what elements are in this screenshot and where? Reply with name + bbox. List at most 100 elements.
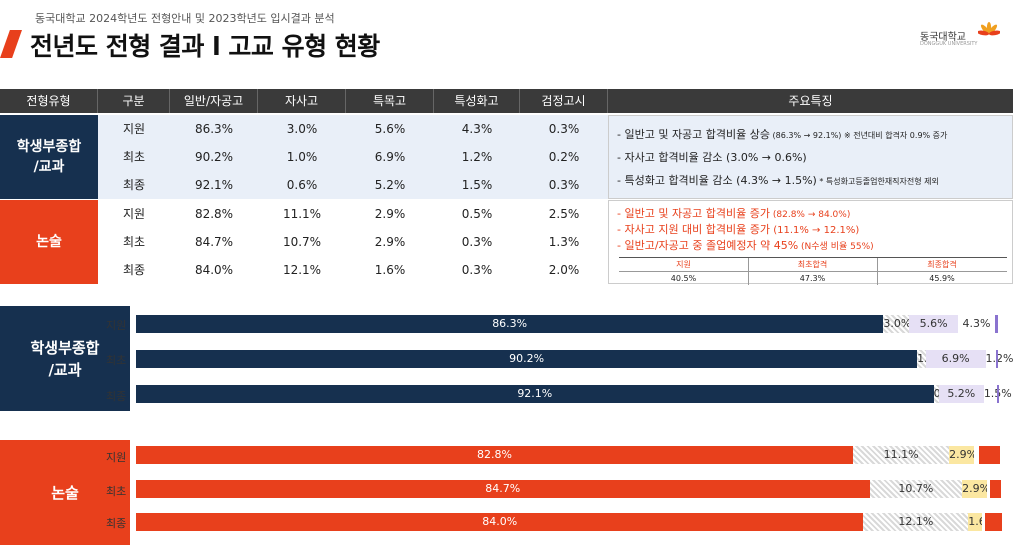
feature-line: - 일반고/자공고 중 졸업예정자 약 45% (N수생 비율 55%)	[617, 237, 874, 253]
feature-line: - 특성화고 합격비율 감소 (4.3% → 1.5%) * 특성화고등졸업한재…	[617, 172, 939, 188]
table-cell: 0.3%	[461, 235, 493, 249]
bar-segment	[987, 480, 990, 498]
table-cell: 84.0%	[194, 263, 234, 277]
feature-note: (86.3% → 92.1%) ※ 전년대비 합격자 0.9% 증가	[770, 131, 948, 140]
table-header-row: 전형유형 구분 일반/자공고 자사고 특목고 특성화고 검정고시 주요특징	[0, 89, 1013, 113]
row-label: 지원	[122, 122, 146, 136]
bar-segment	[984, 513, 1002, 531]
bar-segment: 90.2%	[136, 350, 918, 368]
table-cell: 3.0%	[286, 122, 318, 136]
table-cell: 82.8%	[194, 207, 234, 221]
features-panel-essay: - 일반고 및 자공고 합격비율 증가 (82.8% → 84.0%) - 자사…	[608, 200, 1013, 285]
title-accent-mark	[0, 30, 22, 58]
bar-segment: 92.1%	[136, 385, 934, 403]
bar-segment: 86.3%	[136, 315, 884, 333]
table-cell: 92.1%	[194, 178, 234, 192]
table-cell: 1.3%	[548, 235, 580, 249]
lotus-logo-icon	[978, 22, 1000, 36]
table-cell: 86.3%	[194, 122, 234, 136]
table-cell: 5.6%	[374, 122, 406, 136]
features-panel-comprehensive: - 일반고 및 자공고 합격비율 상승 (86.3% → 92.1%) ※ 전년…	[608, 115, 1013, 199]
th-special-purpose: 특목고	[346, 89, 434, 113]
table-row: 지원 82.8% 11.1% 2.9% 0.5% 2.5%	[98, 200, 608, 228]
bar-segment: 6.9%	[925, 350, 986, 368]
bar-row-label: 최종	[106, 517, 127, 530]
row-label: 지원	[122, 207, 146, 221]
bar-segment	[995, 315, 998, 333]
bar-segment: 5.2%	[938, 385, 984, 403]
table-cell: 12.1%	[282, 263, 322, 277]
row-label: 최종	[122, 178, 146, 192]
th-general: 일반/자공고	[170, 89, 258, 113]
bar-segment	[974, 446, 979, 464]
mini-td: 47.3%	[748, 272, 878, 285]
table-cell: 5.2%	[374, 178, 406, 192]
university-logo: 동국대학교 DONGGUK UNIVERSITY	[920, 22, 1000, 48]
feature-line: - 일반고 및 자공고 합격비율 증가 (82.8% → 84.0%)	[617, 205, 850, 221]
feature-note: (11.1% → 12.1%)	[770, 225, 860, 236]
row-label: 최종	[122, 263, 146, 277]
table-cell: 1.5%	[461, 178, 493, 192]
th-vocational: 특성화고	[434, 89, 520, 113]
table-cell: 0.3%	[548, 122, 580, 136]
feature-text: - 특성화고 합격비율 감소 (4.3% → 1.5%)	[617, 174, 817, 187]
bar-segment: 12.1%	[863, 513, 969, 531]
logo-text: 동국대학교	[920, 32, 966, 43]
group-label-essay: 논술	[0, 200, 98, 284]
feature-line: - 자사고 합격비율 감소 (3.0% → 0.6%)	[617, 149, 807, 165]
table-cell: 84.7%	[194, 235, 234, 249]
bar-segment: 84.7%	[136, 480, 870, 498]
feature-line: - 일반고 및 자공고 합격비율 상승 (86.3% → 92.1%) ※ 전년…	[617, 126, 947, 142]
bar-segment	[978, 446, 1001, 464]
graduate-ratio-table: 지원 최초합격 최종합격 40.5% 47.3% 45.9%	[619, 257, 1007, 285]
bar-segment: 10.7%	[869, 480, 963, 498]
th-ged: 검정고시	[520, 89, 608, 113]
mini-th: 지원	[619, 258, 749, 272]
bar-segment: 3.0%	[883, 315, 911, 333]
th-autonomous-private: 자사고	[258, 89, 346, 113]
table-cell: 2.9%	[374, 207, 406, 221]
feature-text: - 일반고 및 자공고 합격비율 증가	[617, 207, 771, 220]
feature-text: - 일반고 및 자공고 합격비율 상승	[617, 128, 771, 141]
group-1-band	[98, 115, 608, 199]
table-cell: 1.6%	[374, 263, 406, 277]
feature-note: * 특성화고등졸업한재직자전형 제외	[816, 177, 939, 186]
table-cell: 0.2%	[548, 150, 580, 164]
table-cell: 0.3%	[461, 263, 493, 277]
table-cell: 2.9%	[374, 235, 406, 249]
table-row: 최종 92.1% 0.6% 5.2% 1.5% 0.3%	[98, 171, 608, 199]
bar-row-label: 최초	[106, 485, 127, 498]
bar-segment: 4.3%	[957, 315, 996, 333]
table-row: 최종 84.0% 12.1% 1.6% 0.3% 2.0%	[98, 256, 608, 284]
bar-segment: 11.1%	[853, 446, 950, 464]
table-cell: 0.5%	[461, 207, 493, 221]
table-row: 최초 84.7% 10.7% 2.9% 0.3% 1.3%	[98, 228, 608, 256]
bar-row-label: 지원	[106, 319, 127, 332]
th-category: 구분	[98, 89, 170, 113]
table-cell: 4.3%	[461, 122, 493, 136]
mini-th: 최종합격	[877, 258, 1007, 272]
bar-segment	[982, 513, 985, 531]
page-title: 전년도 전형 결과 l 고교 유형 현황	[30, 32, 380, 61]
bar-row-label: 지원	[106, 451, 127, 464]
table-cell: 10.7%	[282, 235, 322, 249]
table-cell: 0.6%	[286, 178, 318, 192]
bar-segment	[996, 385, 1000, 403]
table-cell: 0.3%	[548, 178, 580, 192]
bar-segment: 1.0%	[917, 350, 945, 368]
bar-segment: 1.5%	[983, 385, 1012, 403]
feature-text: - 자사고 지원 대비 합격비율 증가	[617, 223, 771, 236]
logo-subtext: DONGGUK UNIVERSITY	[920, 41, 978, 47]
th-type: 전형유형	[0, 89, 98, 113]
table-cell: 11.1%	[282, 207, 322, 221]
table-cell: 1.0%	[286, 150, 318, 164]
header-subtitle: 동국대학교 2024학년도 전형안내 및 2023학년도 입시결과 분석	[35, 12, 335, 25]
bar-segment: 1.2%	[985, 350, 1013, 368]
bar-segment	[989, 480, 1002, 498]
table-row: 최초 90.2% 1.0% 6.9% 1.2% 0.2%	[98, 143, 608, 171]
group-label-comprehensive: 학생부종합 /교과	[0, 115, 98, 199]
bar-row-label: 최초	[106, 354, 127, 367]
feature-note: (N수생 비율 55%)	[798, 242, 874, 252]
row-label: 최초	[122, 150, 146, 164]
bar-segment: 82.8%	[136, 446, 854, 464]
